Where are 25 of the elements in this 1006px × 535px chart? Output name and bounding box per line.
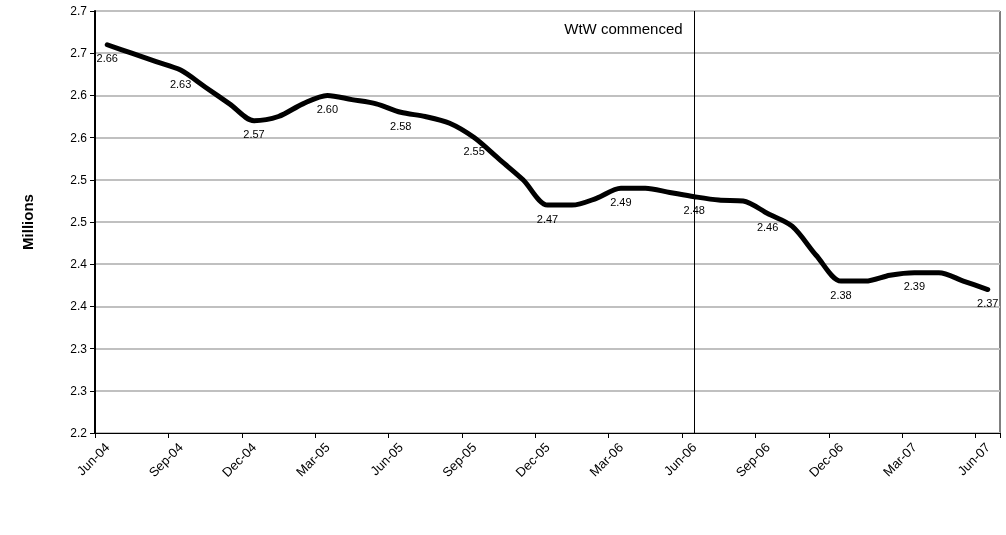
data-label: 2.49: [610, 195, 632, 208]
y-tick-label: 2.6: [70, 130, 88, 145]
data-label: 2.37: [977, 297, 999, 310]
y-tick-label: 2.3: [70, 341, 88, 356]
data-label: 2.55: [463, 145, 485, 158]
y-tick-label: 2.6: [70, 88, 88, 103]
data-label: 2.60: [316, 102, 339, 115]
y-tick-label: 2.4: [70, 257, 88, 272]
data-label: 2.66: [96, 52, 118, 65]
data-label: 2.38: [830, 288, 852, 301]
ref-line-label: WtW commenced: [564, 19, 683, 37]
data-label: 2.39: [903, 280, 926, 293]
y-tick-label: 2.5: [70, 215, 88, 229]
data-label: 2.63: [169, 77, 192, 90]
y-tick-label: 2.3: [70, 383, 88, 398]
data-label: 2.47: [536, 212, 559, 225]
y-tick-label: 2.2: [70, 426, 88, 440]
y-tick-label: 2.4: [70, 299, 88, 314]
data-label: 2.58: [390, 119, 412, 132]
y-tick-label: 2.5: [70, 172, 88, 187]
y-axis-title: Millions: [19, 194, 36, 250]
y-tick-label: 2.7: [70, 46, 88, 61]
data-label: 2.46: [756, 221, 779, 234]
y-tick-label: 2.7: [70, 4, 88, 18]
data-label: 2.57: [243, 128, 265, 141]
